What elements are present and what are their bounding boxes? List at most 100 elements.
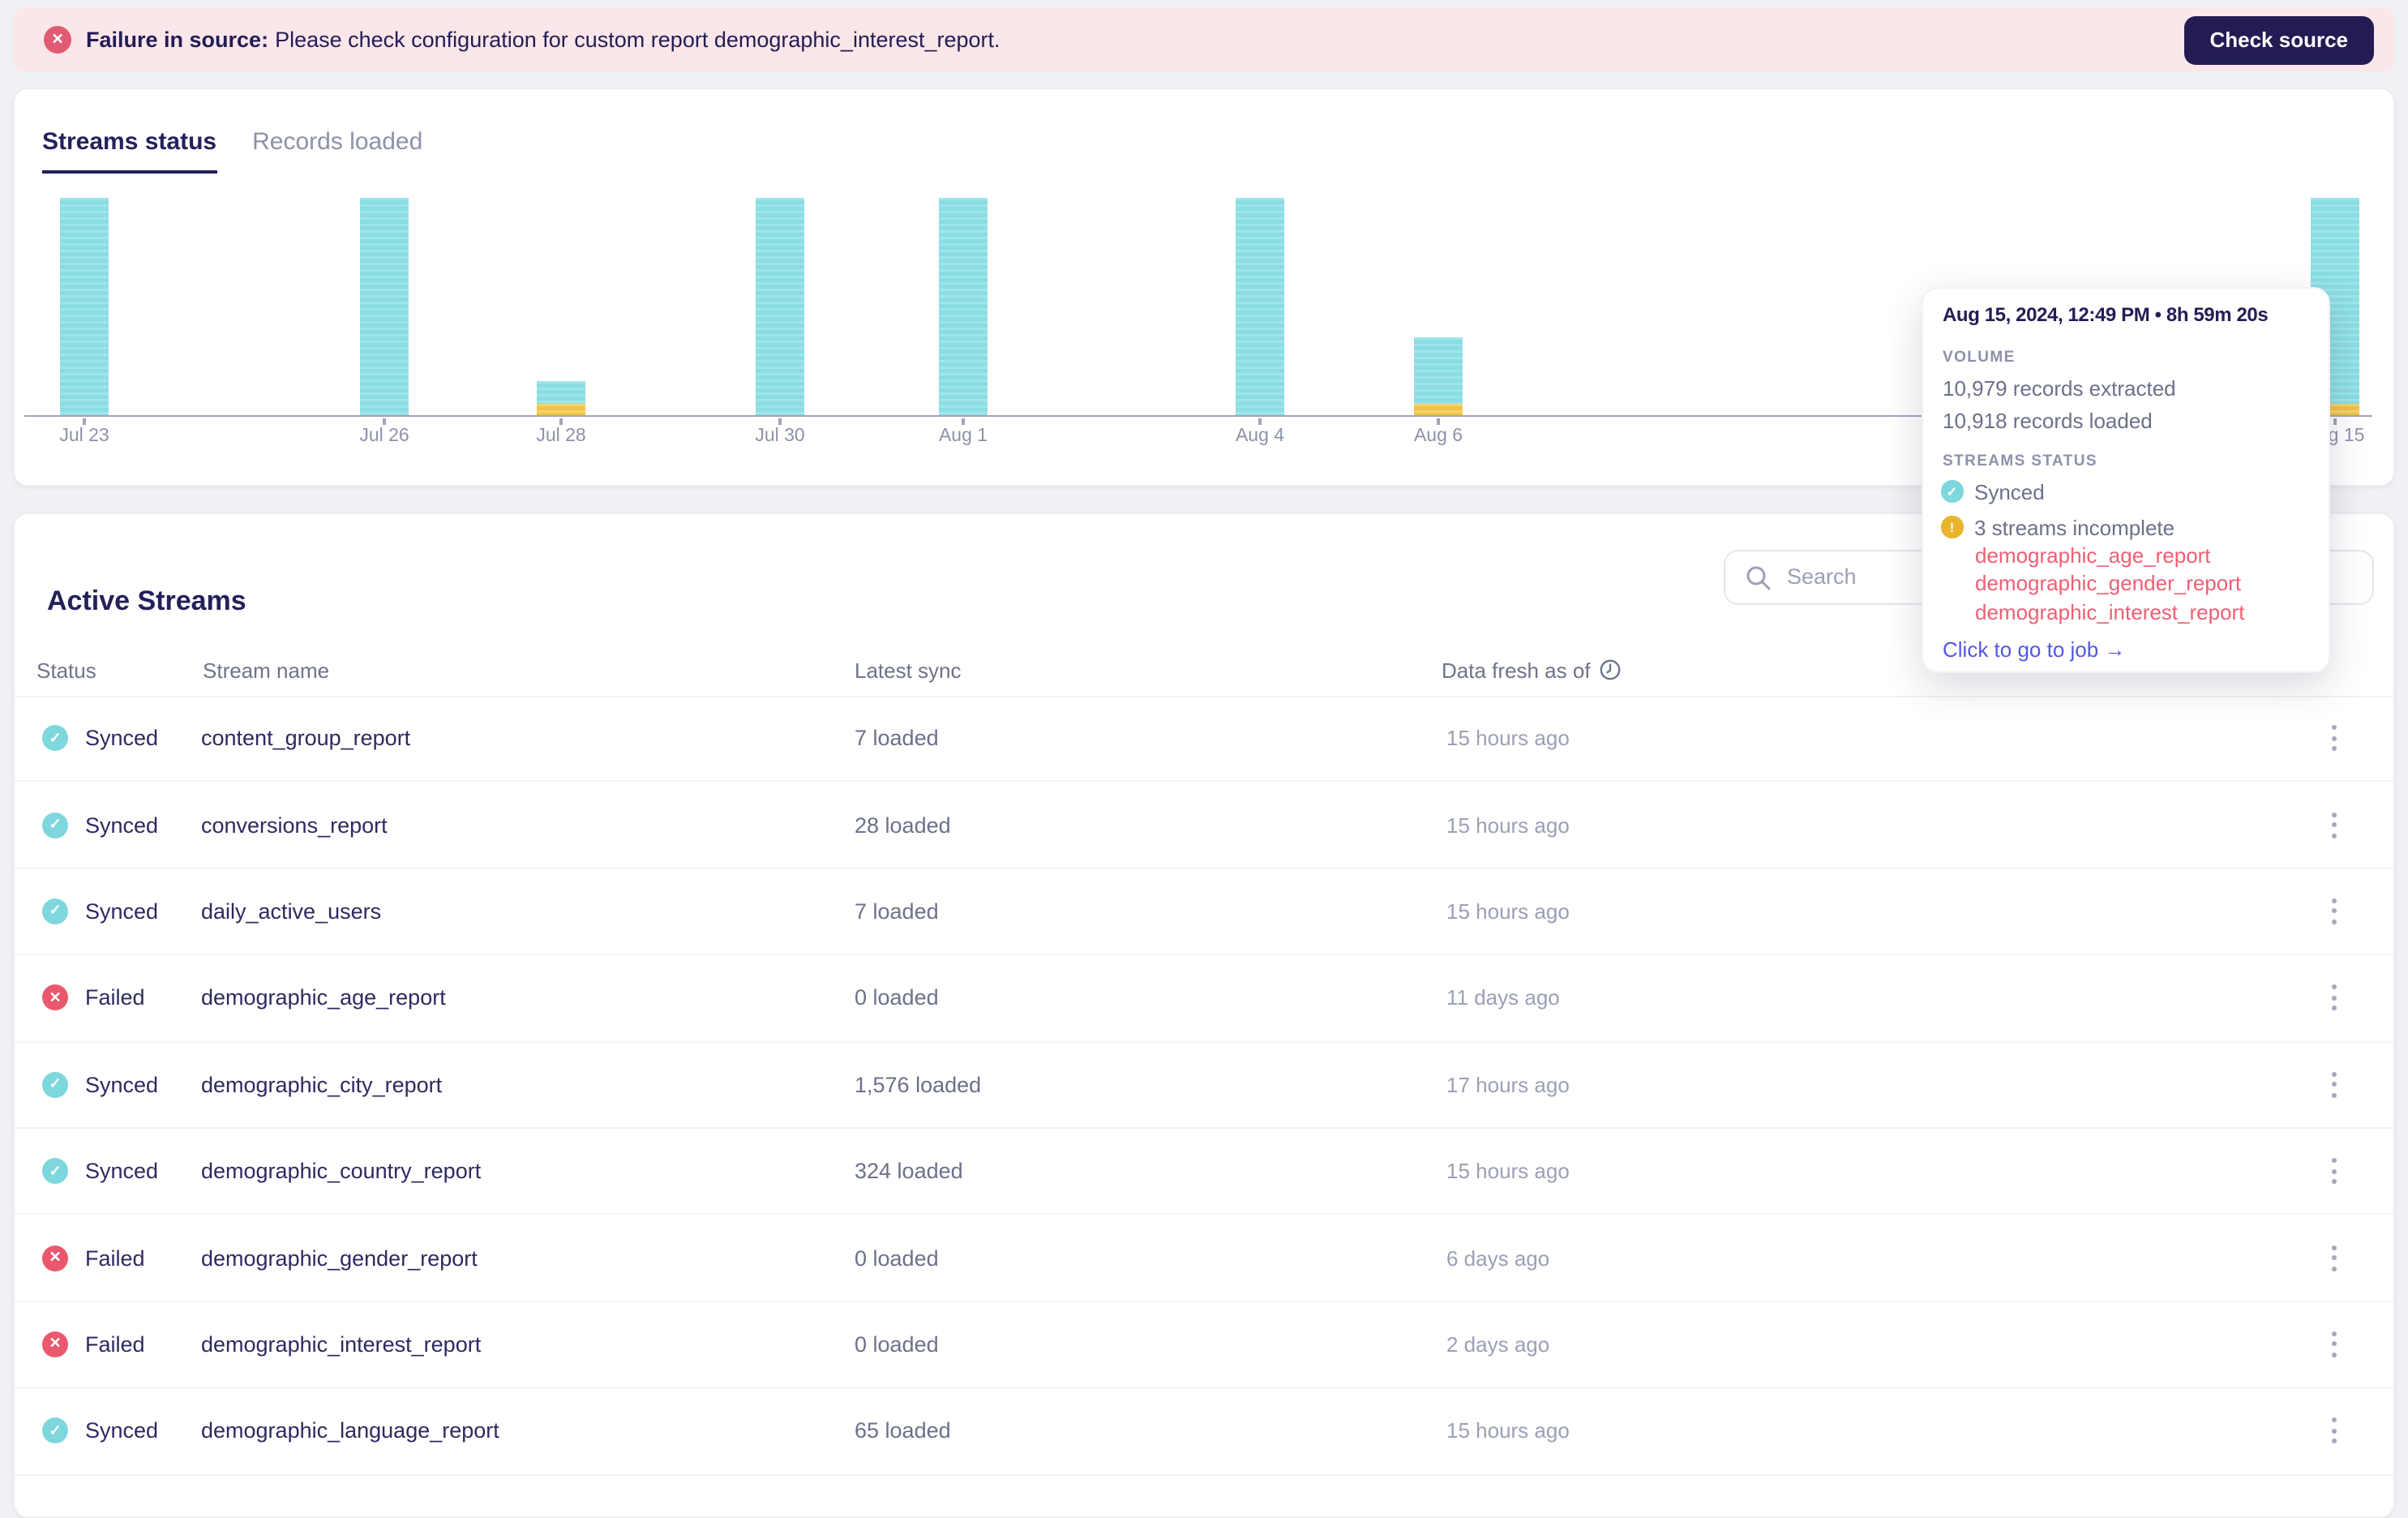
axis-tick	[83, 418, 86, 425]
chart-x-axis	[24, 414, 2372, 417]
chart-bar-aug-1[interactable]	[939, 198, 988, 415]
latest-sync-value: 1,576 loaded	[855, 1072, 982, 1097]
chart-bar-jul-23[interactable]	[60, 198, 109, 415]
axis-tick	[559, 418, 563, 425]
axis-tick-label: Jul 23	[59, 427, 109, 446]
axis-tick-label: Jul 30	[755, 427, 805, 446]
table-row: ✓ Synced content_group_report 7 loaded 15 ho…	[13, 696, 2395, 783]
status-label: Synced	[85, 726, 159, 751]
failed-status-icon: ✕	[42, 1245, 68, 1271]
banner-message-rest: Please check configuration for custom re…	[275, 28, 1000, 52]
row-menu-button[interactable]	[2311, 1405, 2356, 1457]
tooltip-incomplete-label: 3 streams incomplete	[1974, 515, 2175, 539]
table-row: ✕ Failed demographic_interest_report 0 load…	[13, 1302, 2395, 1389]
synced-check-icon: ✓	[1941, 480, 1963, 503]
warning-icon: !	[1941, 516, 1963, 538]
stream-name: demographic_language_report	[201, 1418, 499, 1443]
axis-tick-label: Jul 28	[536, 427, 586, 446]
latest-sync-value: 324 loaded	[855, 1159, 963, 1184]
row-menu-button[interactable]	[2311, 1145, 2356, 1197]
go-to-job-link[interactable]: Click to go to job →	[1943, 637, 2126, 661]
tooltip-extracted: 10,979 records extracted	[1943, 375, 2176, 400]
column-stream-name: Stream name	[203, 658, 330, 683]
axis-tick	[383, 418, 386, 425]
synced-status-icon: ✓	[42, 898, 68, 924]
synced-status-icon: ✓	[42, 1158, 68, 1185]
chart-bar-aug-4[interactable]	[1236, 198, 1284, 415]
status-label: Synced	[85, 1159, 159, 1184]
failed-stream-link[interactable]: demographic_interest_report	[1975, 599, 2245, 624]
latest-sync-value: 65 loaded	[855, 1418, 951, 1443]
table-row: ✓ Synced demographic_city_report 1,576 load…	[13, 1042, 2395, 1129]
table-row: ✓ Synced demographic_language_report 65 loa…	[13, 1388, 2395, 1476]
latest-sync-value: 28 loaded	[855, 813, 951, 838]
tooltip-status-label: STREAMS STATUS	[1943, 452, 2097, 470]
data-fresh-value: 15 hours ago	[1446, 726, 1570, 751]
tab-records-loaded[interactable]: Records loaded	[252, 128, 423, 156]
data-fresh-value: 15 hours ago	[1446, 1418, 1570, 1443]
latest-sync-value: 0 loaded	[855, 1331, 939, 1357]
column-data-fresh: Data fresh as of	[1442, 658, 1591, 683]
tooltip-synced-row: ✓ Synced	[1941, 479, 2045, 504]
active-streams-card	[13, 512, 2395, 1518]
stream-name: demographic_age_report	[201, 985, 446, 1010]
row-menu-button[interactable]	[2311, 1232, 2356, 1284]
stream-name: demographic_interest_report	[201, 1331, 482, 1357]
stream-name: demographic_gender_report	[201, 1246, 478, 1271]
chart-bar-jul-28[interactable]	[537, 381, 585, 404]
chart-bar-warning-segment	[537, 404, 585, 415]
banner-message-bold: Failure in source:	[86, 28, 269, 52]
latest-sync-value: 0 loaded	[855, 985, 939, 1010]
banner-message: Failure in source: Please check configur…	[86, 8, 1000, 71]
failed-stream-link[interactable]: demographic_gender_report	[1975, 571, 2242, 595]
row-menu-button[interactable]	[2311, 972, 2356, 1024]
clock-icon	[1599, 658, 1622, 689]
chart-bar-warning-segment	[1414, 404, 1463, 415]
axis-tick	[778, 418, 782, 425]
latest-sync-value: 0 loaded	[855, 1246, 939, 1271]
row-menu-button[interactable]	[2311, 712, 2356, 764]
axis-tick	[1437, 418, 1440, 425]
header-divider	[15, 695, 2393, 697]
chart-bar-aug-6[interactable]	[1414, 337, 1463, 404]
synced-status-icon: ✓	[42, 812, 68, 838]
tooltip-volume-label: VOLUME	[1943, 348, 2016, 366]
status-label: Synced	[85, 1072, 159, 1097]
row-menu-button[interactable]	[2311, 1319, 2356, 1370]
data-fresh-value: 15 hours ago	[1446, 813, 1570, 838]
stream-name: daily_active_users	[201, 898, 382, 924]
tabs: Streams status Records loaded	[42, 128, 422, 174]
axis-tick-label: Aug 6	[1413, 427, 1463, 446]
axis-tick-label: Aug 4	[1235, 427, 1285, 446]
error-circle-icon: ✕	[44, 26, 71, 54]
active-streams-title: Active Streams	[47, 585, 246, 617]
synced-status-icon: ✓	[42, 725, 68, 752]
status-label: Synced	[85, 813, 159, 838]
chart-bar-jul-30[interactable]	[756, 198, 804, 415]
tab-streams-status[interactable]: Streams status	[42, 128, 217, 174]
row-menu-button[interactable]	[2311, 886, 2356, 937]
check-source-button[interactable]: Check source	[2183, 15, 2374, 64]
data-fresh-value: 15 hours ago	[1446, 898, 1570, 924]
status-label: Failed	[85, 1246, 145, 1271]
failed-status-icon: ✕	[42, 1331, 68, 1357]
failed-status-icon: ✕	[42, 984, 68, 1011]
data-fresh-value: 6 days ago	[1446, 1246, 1550, 1271]
row-menu-button[interactable]	[2311, 799, 2356, 851]
table-row: ✕ Failed demographic_age_report 0 loaded 11 …	[13, 955, 2395, 1043]
failed-stream-link[interactable]: demographic_age_report	[1975, 542, 2211, 567]
status-label: Failed	[85, 985, 145, 1010]
status-label: Synced	[85, 1418, 159, 1443]
column-status: Status	[36, 658, 96, 683]
tooltip-loaded: 10,918 records loaded	[1943, 408, 2153, 432]
row-menu-button[interactable]	[2311, 1059, 2356, 1111]
column-latest-sync: Latest sync	[855, 658, 962, 683]
status-label: Synced	[85, 898, 159, 924]
axis-tick	[2333, 418, 2337, 425]
data-fresh-value: 17 hours ago	[1446, 1072, 1570, 1097]
search-icon	[1745, 564, 1772, 600]
table-row: ✓ Synced daily_active_users 7 loaded 15 hour…	[13, 869, 2395, 956]
chart-bar-jul-26[interactable]	[360, 198, 409, 415]
table-row: ✓ Synced conversions_report 28 loaded 15 hou…	[13, 783, 2395, 869]
